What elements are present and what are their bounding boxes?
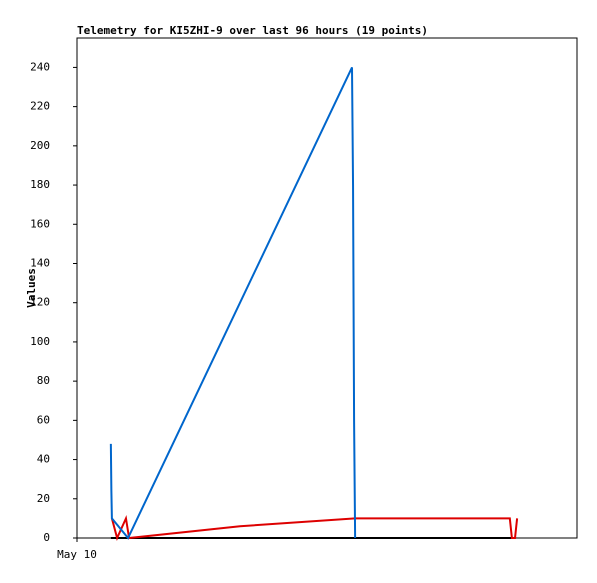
y-tick-label: 60 — [37, 413, 50, 426]
y-tick-label: 240 — [30, 60, 50, 73]
y-tick-label: 160 — [30, 217, 50, 230]
y-tick-label: 20 — [37, 492, 50, 505]
y-tick-label: 220 — [30, 100, 50, 113]
y-tick-label: 80 — [37, 374, 50, 387]
chart-title: Telemetry for KI5ZHI-9 over last 96 hour… — [77, 24, 428, 37]
y-tick-label: 120 — [30, 296, 50, 309]
series-line — [110, 514, 519, 541]
y-axis-label: Values — [25, 268, 38, 308]
y-tick-label: 0 — [43, 531, 50, 544]
x-tick-label: May 10 — [57, 548, 97, 561]
y-tick-label: 180 — [30, 178, 50, 191]
plot-frame — [76, 37, 578, 539]
y-tick-label: 100 — [30, 335, 50, 348]
y-tick-label: 140 — [30, 256, 50, 269]
y-tick-label: 40 — [37, 453, 50, 466]
series-line — [109, 66, 357, 540]
y-tick-label: 200 — [30, 139, 50, 152]
